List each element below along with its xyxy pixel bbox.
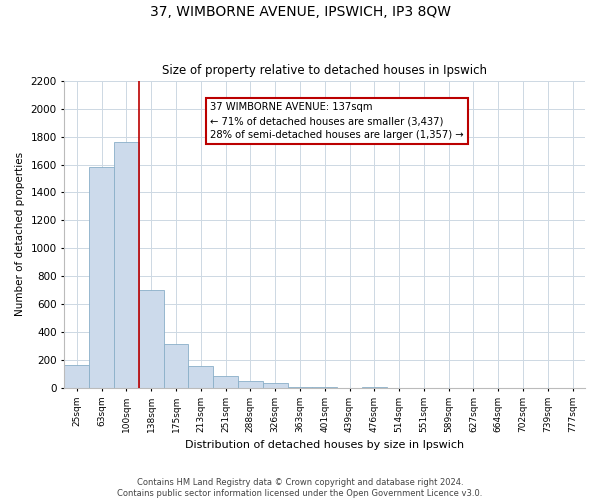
- Bar: [263, 384, 287, 388]
- Bar: [238, 380, 263, 388]
- X-axis label: Distribution of detached houses by size in Ipswich: Distribution of detached houses by size …: [185, 440, 464, 450]
- Title: Size of property relative to detached houses in Ipswich: Size of property relative to detached ho…: [162, 64, 487, 77]
- Bar: [64, 366, 89, 388]
- Bar: [287, 386, 313, 388]
- Text: Contains HM Land Registry data © Crown copyright and database right 2024.
Contai: Contains HM Land Registry data © Crown c…: [118, 478, 482, 498]
- Bar: [114, 142, 139, 388]
- Text: 37 WIMBORNE AVENUE: 137sqm
← 71% of detached houses are smaller (3,437)
28% of s: 37 WIMBORNE AVENUE: 137sqm ← 71% of deta…: [210, 102, 464, 141]
- Bar: [139, 290, 164, 388]
- Y-axis label: Number of detached properties: Number of detached properties: [15, 152, 25, 316]
- Bar: [164, 344, 188, 388]
- Bar: [188, 366, 213, 388]
- Bar: [213, 376, 238, 388]
- Bar: [89, 168, 114, 388]
- Text: 37, WIMBORNE AVENUE, IPSWICH, IP3 8QW: 37, WIMBORNE AVENUE, IPSWICH, IP3 8QW: [149, 5, 451, 19]
